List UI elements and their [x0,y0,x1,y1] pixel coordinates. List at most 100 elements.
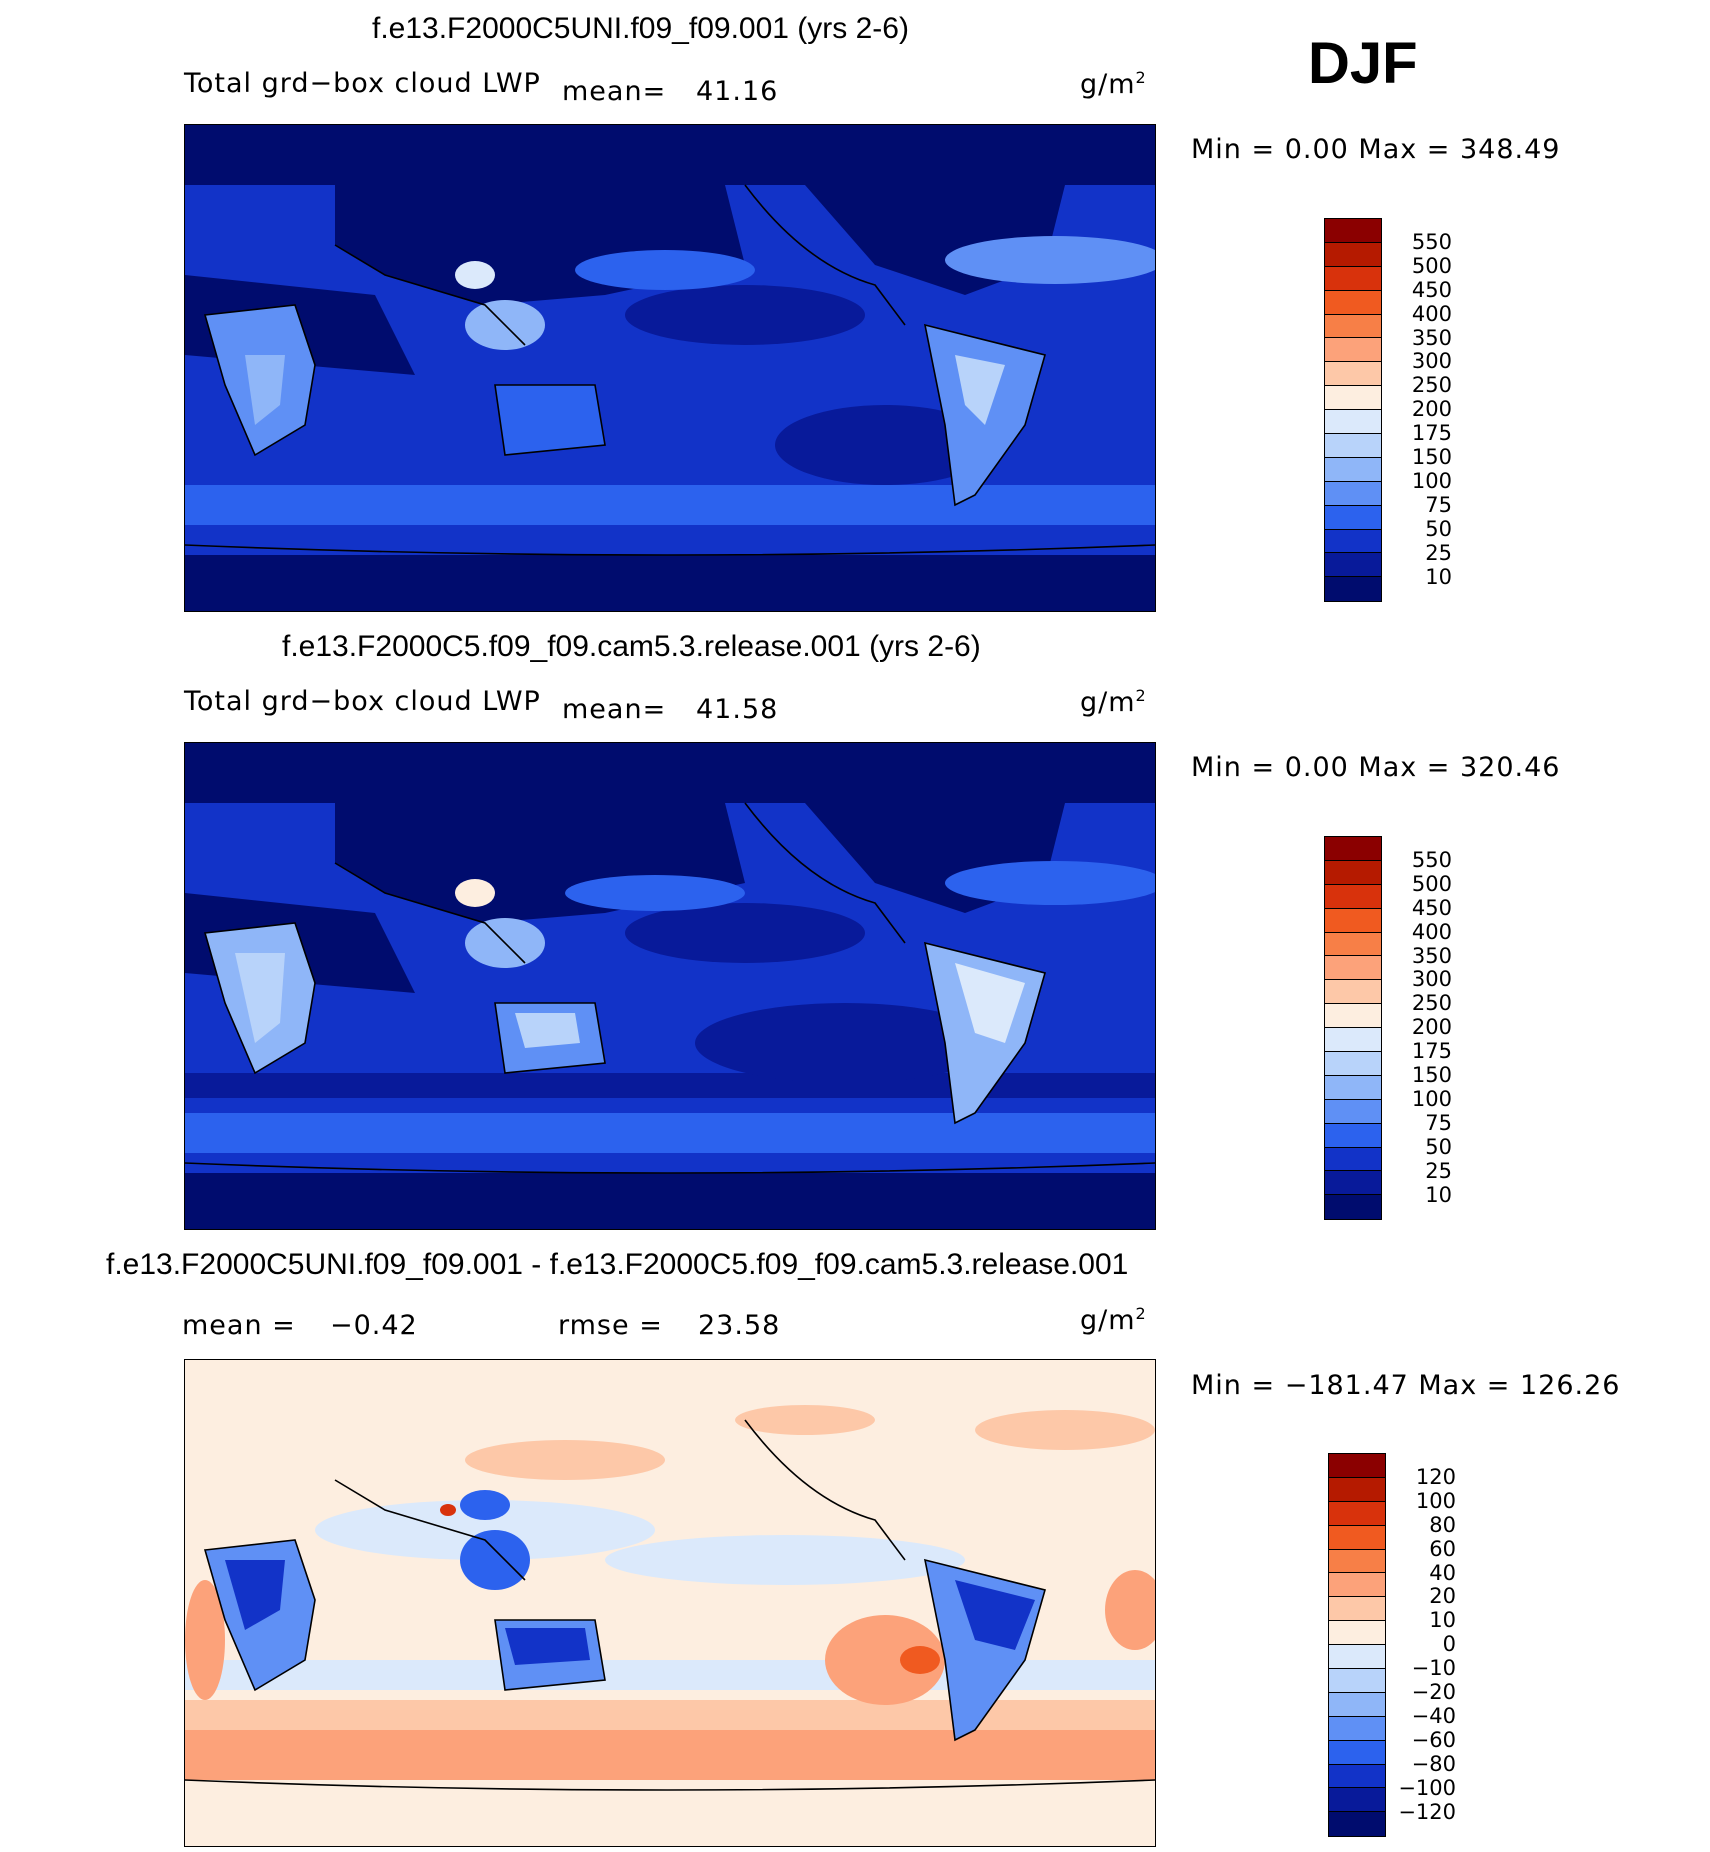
colorbar-segment [1325,314,1381,339]
colorbar-tick-label: 550 [1411,229,1452,254]
colorbar-tick-label: 50 [1425,1134,1452,1159]
colorbar-tick-label: −20 [1411,1680,1456,1704]
panel-1-mean-label: mean= [562,76,667,107]
panel-3-mean-label: mean = [182,1310,296,1341]
colorbar-segment [1325,1123,1381,1148]
colorbar-segment [1325,1171,1381,1196]
colorbar-tick-label: 350 [1411,943,1452,968]
colorbar-tick-label: 300 [1411,349,1452,374]
colorbar-segment [1325,980,1381,1005]
colorbar-tick-label: 25 [1425,1158,1452,1183]
colorbar-tick-label: 450 [1411,277,1452,302]
colorbar-tick-label: 40 [1429,1560,1456,1585]
colorbar-segment [1329,1812,1385,1837]
colorbar-tick-label: 75 [1425,1110,1452,1135]
colorbar-tick-label: 10 [1425,564,1452,589]
colorbar-segment [1325,266,1381,291]
colorbar-tick-label: 75 [1425,492,1452,517]
colorbar-tick-label: 100 [1411,468,1452,493]
colorbar-tick-label: −120 [1398,1799,1456,1824]
colorbar-segment [1325,290,1381,315]
panel-1-title: f.e13.F2000C5UNI.f09_f09.001 (yrs 2-6) [372,12,909,45]
panel-3-colorbar [1328,1453,1386,1838]
panel-1-map [184,124,1156,612]
panel-1-map-field [185,125,1155,611]
colorbar-tick-label: −10 [1411,1656,1456,1681]
panel-1-colorbar [1324,218,1382,603]
panel-1-mean-value: 41.16 [696,76,779,107]
colorbar-segment [1325,577,1381,602]
panel-1-variable: Total grd−box cloud LWP [184,68,541,99]
colorbar-tick-label: 200 [1411,397,1452,422]
panel-2-title: f.e13.F2000C5.f09_f09.cam5.3.release.001… [282,630,981,663]
colorbar-tick-label: 250 [1411,991,1452,1016]
colorbar-tick-label: 10 [1429,1608,1456,1633]
colorbar-tick-label: 450 [1411,895,1452,920]
colorbar-tick-label: −60 [1411,1727,1456,1752]
colorbar-segment [1325,932,1381,957]
colorbar-tick-label: 300 [1411,967,1452,992]
panel-3-map [184,1359,1156,1847]
panel-3-mean-value: −0.42 [330,1310,418,1341]
colorbar-tick-label: 150 [1411,1063,1452,1087]
colorbar-tick-label: −40 [1411,1703,1456,1728]
colorbar-segment [1329,1573,1385,1598]
panel-2-mean-label: mean= [562,694,667,725]
colorbar-segment [1325,338,1381,363]
colorbar-segment [1329,1477,1385,1502]
colorbar-tick-label: −80 [1411,1751,1456,1776]
panel-2-variable: Total grd−box cloud LWP [184,686,541,717]
colorbar-segment [1325,410,1381,435]
colorbar-segment [1325,242,1381,267]
colorbar-segment [1325,1099,1381,1124]
colorbar-tick-label: 100 [1415,1488,1456,1513]
colorbar-tick-label: 175 [1411,1039,1452,1064]
panel-2-units: g/m2 [1080,686,1147,718]
colorbar-tick-label: 400 [1411,919,1452,944]
season-label: DJF [1308,31,1418,96]
colorbar-tick-label: 250 [1411,373,1452,398]
colorbar-tick-label: 20 [1429,1584,1456,1609]
colorbar-tick-label: 25 [1425,540,1452,565]
colorbar-segment [1329,1692,1385,1717]
colorbar-tick-label: −100 [1398,1775,1456,1800]
panel-3-minmax: Min = −181.47 Max = 126.26 [1191,1370,1621,1401]
colorbar-segment [1329,1788,1385,1813]
colorbar-tick-label: 80 [1429,1512,1456,1537]
colorbar-segment [1325,884,1381,909]
colorbar-segment [1329,1669,1385,1693]
colorbar-segment [1325,529,1381,554]
colorbar-segment [1325,553,1381,578]
panel-2-mean-value: 41.58 [696,694,779,725]
panel-2-colorbar [1324,836,1382,1221]
colorbar-segment [1325,1052,1381,1076]
panel-1-units: g/m2 [1080,68,1147,100]
colorbar-segment [1329,1597,1385,1622]
colorbar-tick-label: 100 [1411,1086,1452,1111]
colorbar-tick-label: 175 [1411,421,1452,446]
colorbar-segment [1329,1501,1385,1526]
colorbar-segment [1325,505,1381,530]
colorbar-segment [1329,1764,1385,1789]
panel-2-map [184,742,1156,1230]
colorbar-segment [1325,1195,1381,1220]
colorbar-segment [1325,1028,1381,1053]
colorbar-tick-label: 350 [1411,325,1452,350]
colorbar-tick-label: 0 [1442,1632,1456,1657]
colorbar-segment [1329,1645,1385,1670]
colorbar-segment [1325,434,1381,458]
colorbar-segment [1329,1740,1385,1765]
panel-3-units: g/m2 [1080,1304,1147,1336]
colorbar-segment [1329,1525,1385,1550]
colorbar-segment [1329,1454,1385,1478]
colorbar-segment [1325,386,1381,411]
colorbar-segment [1325,481,1381,506]
colorbar-tick-label: 10 [1425,1182,1452,1207]
colorbar-tick-label: 550 [1411,847,1452,872]
colorbar-segment [1325,1147,1381,1172]
colorbar-segment [1325,837,1381,861]
colorbar-tick-label: 500 [1411,253,1452,278]
colorbar-segment [1325,1075,1381,1100]
panel-3-rmse-label: rmse = [558,1310,663,1341]
colorbar-segment [1325,956,1381,981]
